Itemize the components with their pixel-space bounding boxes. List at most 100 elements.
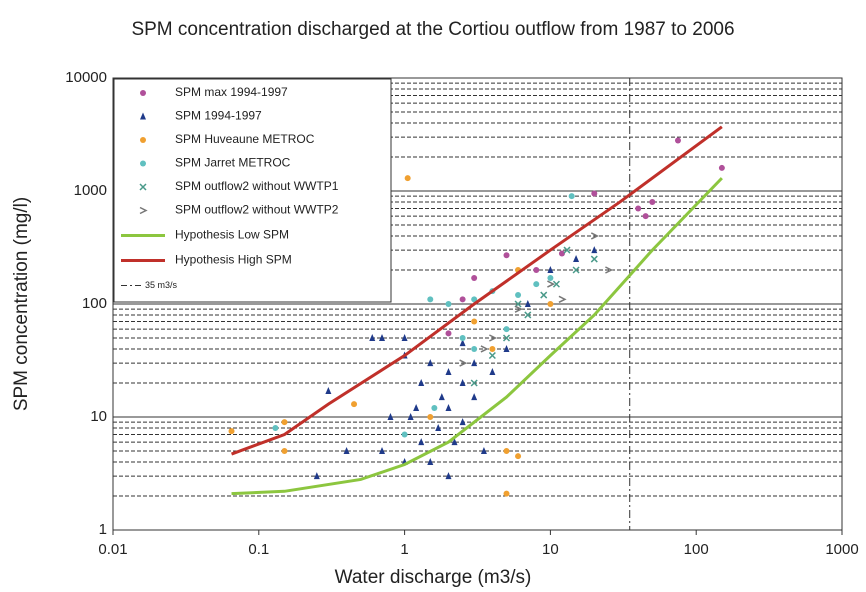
data-line	[231, 125, 723, 456]
plot-frame	[112, 77, 843, 531]
scatter-point	[558, 250, 565, 257]
scatter-point	[480, 345, 489, 353]
legend-label: 35 m3/s	[145, 280, 178, 290]
chart-title: SPM concentration discharged at the Cort…	[131, 19, 734, 40]
scatter-point	[515, 453, 522, 460]
scatter-point	[471, 296, 478, 303]
legend-label: SPM Jarret METROC	[175, 156, 291, 170]
scatter-point	[413, 404, 420, 412]
scatter-point	[635, 205, 642, 212]
x-tick-label: 10	[542, 541, 559, 558]
scatter-point	[649, 198, 656, 205]
scatter-point	[524, 311, 532, 319]
data-line	[231, 177, 723, 496]
scatter-point	[379, 447, 386, 455]
scatter-point	[642, 213, 649, 220]
scatter-point	[470, 379, 478, 387]
scatter-point	[445, 368, 452, 376]
scatter-point	[445, 472, 452, 480]
scatter-point	[591, 190, 598, 197]
scatter-point	[369, 334, 376, 342]
scatter-point	[438, 393, 445, 401]
scatter-point	[445, 330, 452, 337]
scatter-point	[563, 246, 571, 254]
scatter-point	[281, 448, 288, 455]
scatter-point	[674, 137, 681, 144]
legend-marker	[139, 183, 147, 191]
scatter-point	[471, 318, 478, 325]
scatter-point	[459, 335, 466, 342]
legend-marker	[139, 206, 148, 215]
scatter-point	[459, 296, 466, 303]
scatter-point	[343, 447, 350, 455]
scatter-point	[407, 413, 414, 420]
scatter-point	[401, 334, 408, 342]
scatter-point	[435, 423, 442, 431]
scatter-point	[489, 334, 498, 342]
scatter-point	[427, 359, 434, 367]
scatter-point	[590, 255, 598, 263]
x-tick-label: 100	[684, 541, 709, 558]
scatter-point	[547, 274, 554, 281]
scatter-point	[488, 351, 496, 360]
scatter-point	[591, 246, 598, 254]
scatter-point	[418, 438, 425, 446]
scatter-point	[605, 266, 614, 274]
scatter-point	[427, 457, 434, 465]
scatter-point	[471, 359, 478, 367]
scatter-point	[281, 419, 288, 426]
scatter-point	[427, 414, 434, 420]
x-axis-label: Water discharge (m3/s)	[335, 567, 532, 588]
scatter-point	[547, 280, 556, 288]
scatter-point	[514, 305, 523, 313]
scatter-point	[503, 326, 510, 333]
legend-label: SPM outflow2 without WWTP1	[175, 179, 339, 193]
y-tick-label: 10000	[65, 69, 107, 86]
scatter-point	[568, 193, 575, 200]
scatter-point	[533, 281, 540, 288]
legend-label: SPM outflow2 without WWTP2	[175, 203, 339, 217]
scatter-point	[445, 301, 452, 307]
scatter-point	[272, 424, 279, 431]
scatter-point	[547, 301, 554, 307]
scatter-point	[451, 438, 458, 446]
scatter-point	[552, 280, 560, 288]
x-tick-label: 1	[400, 541, 408, 558]
scatter-point	[445, 404, 452, 412]
y-tick-label: 1	[99, 521, 107, 538]
legend-marker	[140, 90, 146, 96]
x-tick-label: 0.01	[98, 541, 127, 558]
scatter-point	[515, 292, 522, 299]
scatter-point	[351, 401, 358, 408]
scatter-point	[427, 296, 434, 303]
y-tick-label: 1000	[74, 182, 107, 199]
scatter-point	[489, 345, 496, 352]
legend-marker	[140, 137, 146, 143]
legend-marker	[140, 160, 146, 167]
scatter-point	[459, 418, 466, 426]
scatter-point	[418, 378, 425, 386]
scatter-point	[480, 447, 487, 455]
scatter-point	[718, 164, 725, 171]
scatter-point	[524, 300, 531, 307]
scatter-point	[459, 339, 466, 347]
scatter-point	[459, 378, 466, 386]
legend-label: SPM max 1994-1997	[175, 85, 288, 99]
scatter-point	[573, 255, 580, 263]
scatter-point	[503, 448, 510, 455]
x-tick-label: 1000	[825, 541, 858, 558]
scatter-point	[503, 344, 510, 352]
legend-box	[113, 78, 392, 303]
scatter-point	[503, 490, 510, 497]
y-tick-label: 10	[90, 408, 107, 425]
legend-label: Hypothesis Low SPM	[175, 228, 289, 242]
scatter-point	[540, 291, 548, 299]
scatter-point	[471, 274, 478, 281]
scatter-point	[489, 368, 496, 376]
scatter-point	[387, 413, 394, 420]
scatter-point	[503, 252, 510, 259]
scatter-point	[533, 266, 540, 273]
scatter-point	[471, 345, 478, 352]
legend: SPM max 1994-1997 SPM 1994-1997 SPM Huveau…	[113, 78, 392, 303]
